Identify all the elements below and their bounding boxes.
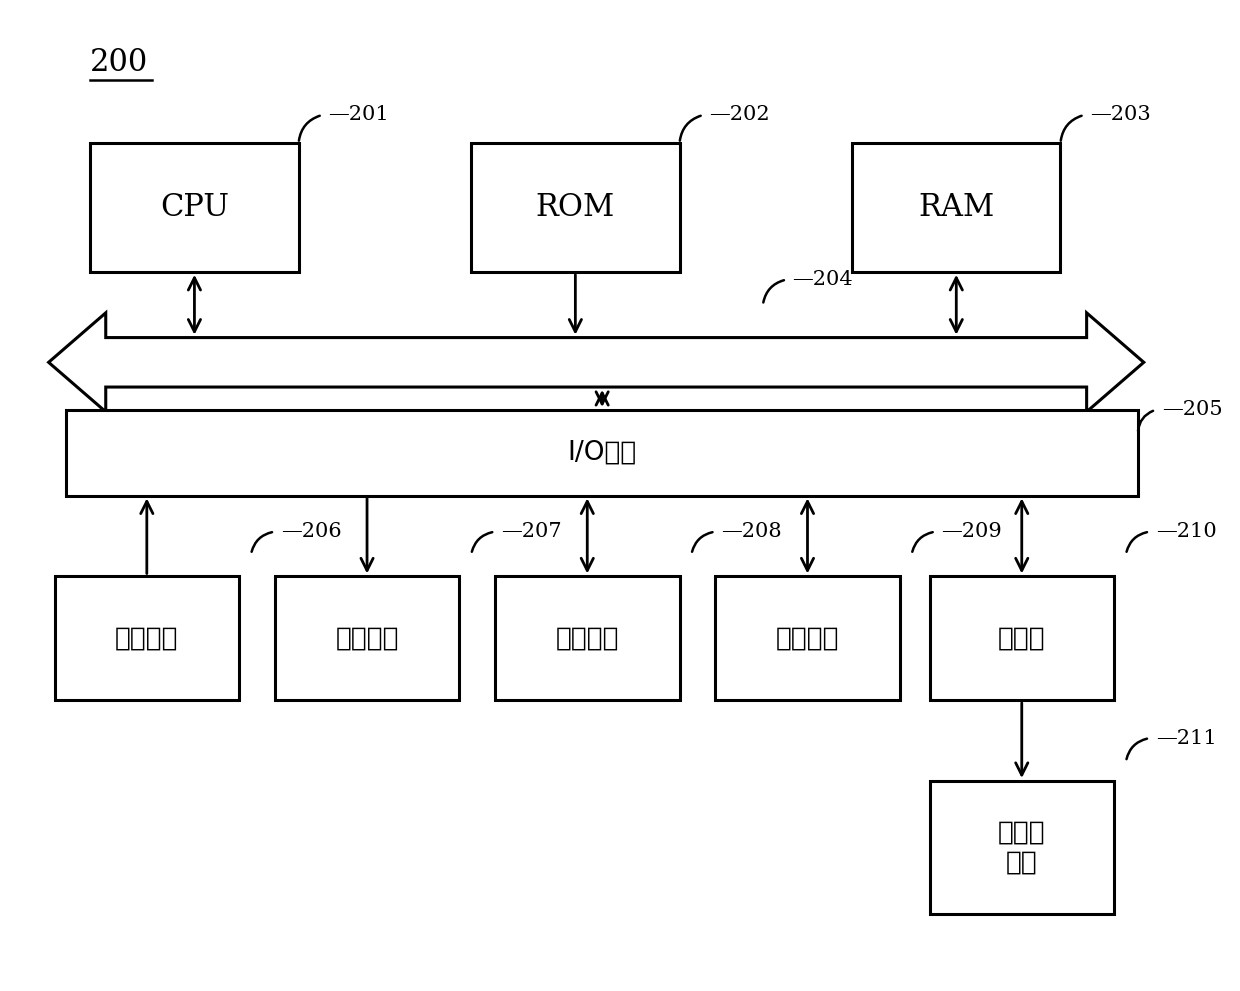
Text: —208: —208 bbox=[722, 522, 781, 541]
Text: CPU: CPU bbox=[160, 192, 229, 223]
Bar bbox=[715, 577, 900, 700]
Text: —202: —202 bbox=[709, 105, 770, 125]
Bar bbox=[930, 577, 1114, 700]
Bar bbox=[55, 577, 239, 700]
Text: 储存部分: 储存部分 bbox=[556, 625, 619, 651]
Bar bbox=[275, 577, 459, 700]
Text: —207: —207 bbox=[501, 522, 562, 541]
Polygon shape bbox=[48, 313, 1143, 412]
Text: 通信部分: 通信部分 bbox=[776, 625, 839, 651]
Text: —210: —210 bbox=[1156, 522, 1216, 541]
Text: —203: —203 bbox=[1090, 105, 1151, 125]
Text: 200: 200 bbox=[91, 48, 149, 78]
Text: I/O接口: I/O接口 bbox=[568, 440, 637, 466]
Text: —209: —209 bbox=[941, 522, 1002, 541]
Text: 驱动器: 驱动器 bbox=[998, 625, 1045, 651]
Text: —211: —211 bbox=[1156, 728, 1216, 747]
Bar bbox=[495, 577, 680, 700]
Bar bbox=[852, 144, 1060, 272]
Text: RAM: RAM bbox=[919, 192, 994, 223]
Text: —201: —201 bbox=[329, 105, 389, 125]
Text: 输入部分: 输入部分 bbox=[115, 625, 179, 651]
Bar bbox=[91, 144, 299, 272]
Text: ROM: ROM bbox=[536, 192, 615, 223]
Text: —204: —204 bbox=[792, 270, 853, 289]
Text: —206: —206 bbox=[280, 522, 341, 541]
Bar bbox=[67, 410, 1138, 496]
Bar bbox=[930, 781, 1114, 914]
Text: 可拆卸
介质: 可拆卸 介质 bbox=[998, 820, 1045, 875]
Text: —205: —205 bbox=[1162, 400, 1223, 419]
Text: 输出部分: 输出部分 bbox=[335, 625, 399, 651]
Bar bbox=[471, 144, 680, 272]
